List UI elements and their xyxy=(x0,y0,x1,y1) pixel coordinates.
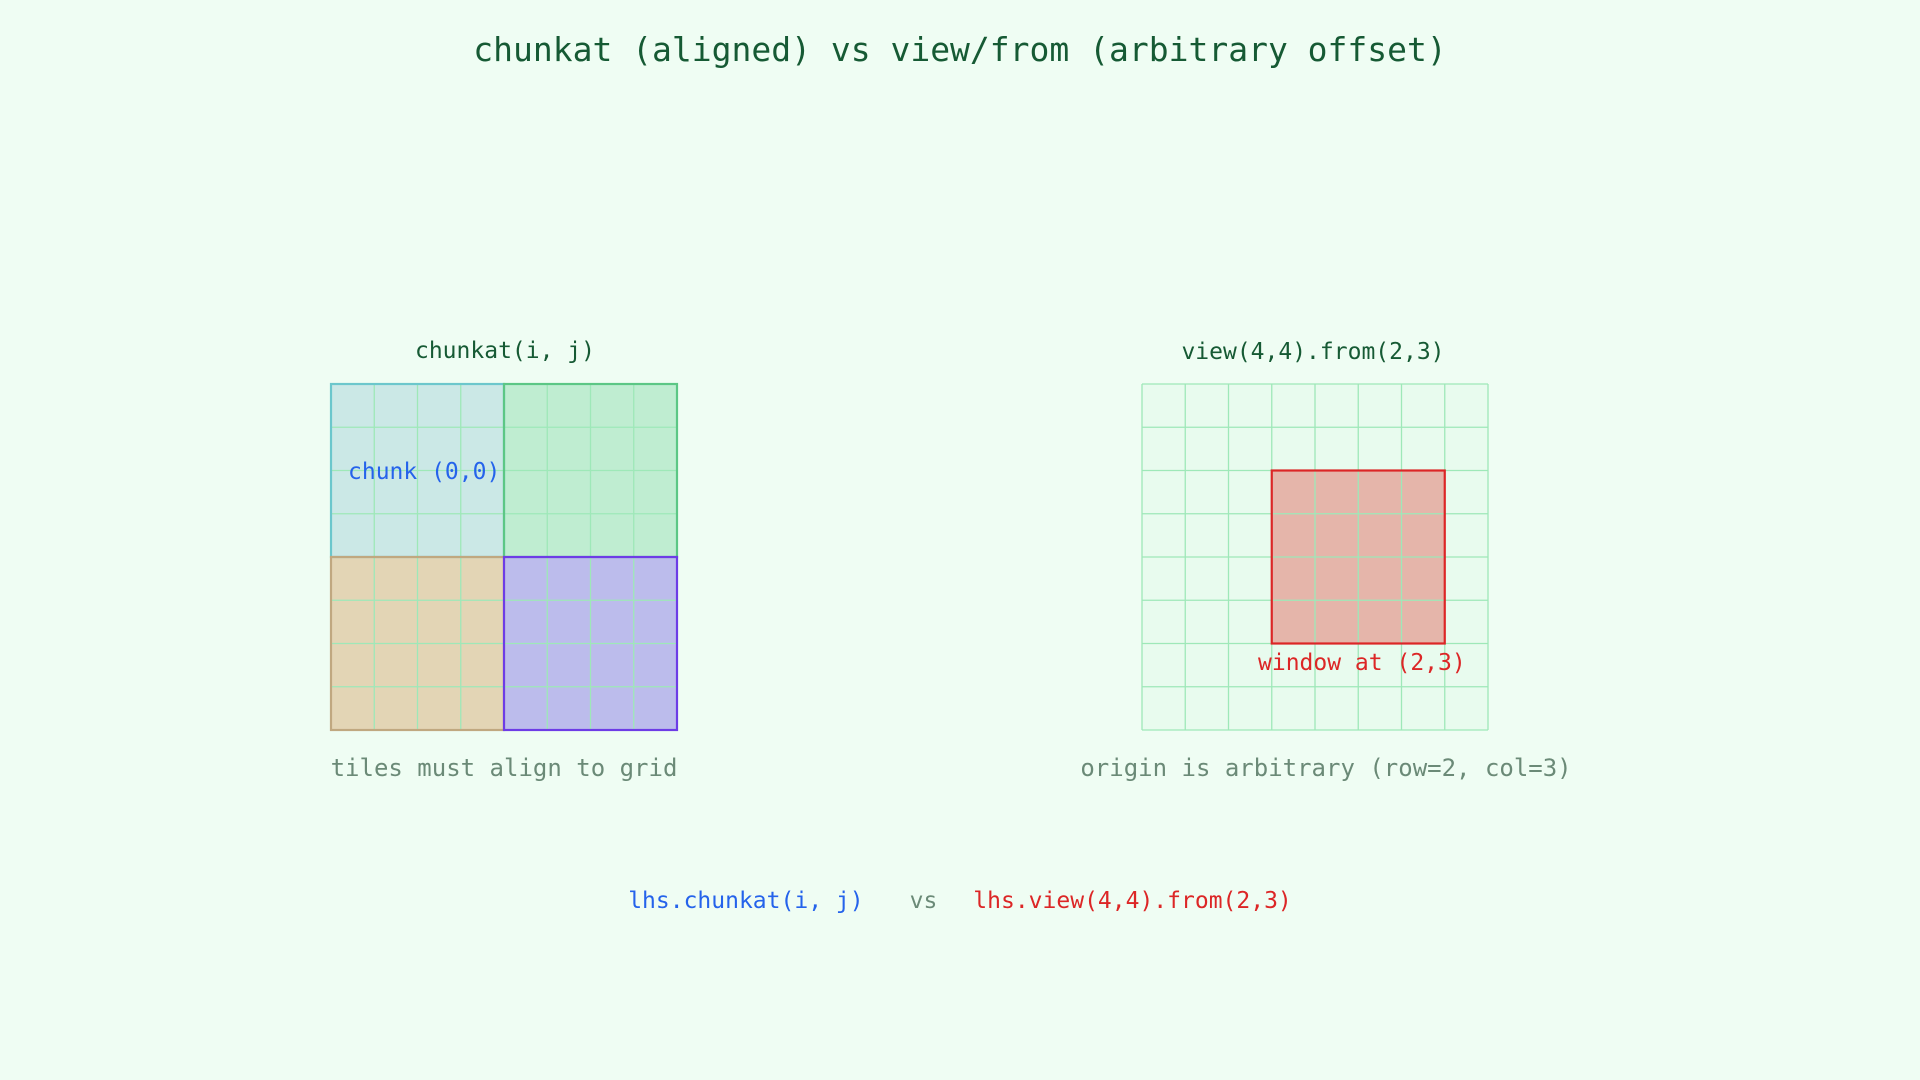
chunkat-caption: tiles must align to grid xyxy=(330,754,678,782)
chunkat-panel-label: chunkat(i, j) xyxy=(414,338,595,364)
chunk-border xyxy=(502,555,679,732)
view-window-border xyxy=(1270,469,1446,645)
view-panel-label: view(4,4).from(2,3) xyxy=(1181,339,1445,365)
view-caption: origin is arbitrary (row=2, col=3) xyxy=(1080,754,1572,782)
window-label: window at (2,3) xyxy=(1258,650,1466,676)
view-code: lhs.view(4,4).from(2,3) xyxy=(973,888,1292,914)
chunkat-code: lhs.chunkat(i, j) xyxy=(628,888,864,914)
chunk-label: chunk (0,0) xyxy=(348,459,500,485)
vs-separator: vs xyxy=(909,888,938,914)
chunkat-grid: chunk (0,0) xyxy=(329,382,679,732)
view-grid: window at (2,3) xyxy=(1141,383,1489,731)
page-title: chunkat (aligned) vs view/from (arbitrar… xyxy=(473,30,1447,69)
code-legend: lhs.chunkat(i, j) vs lhs.view(4,4).from(… xyxy=(0,888,1920,914)
